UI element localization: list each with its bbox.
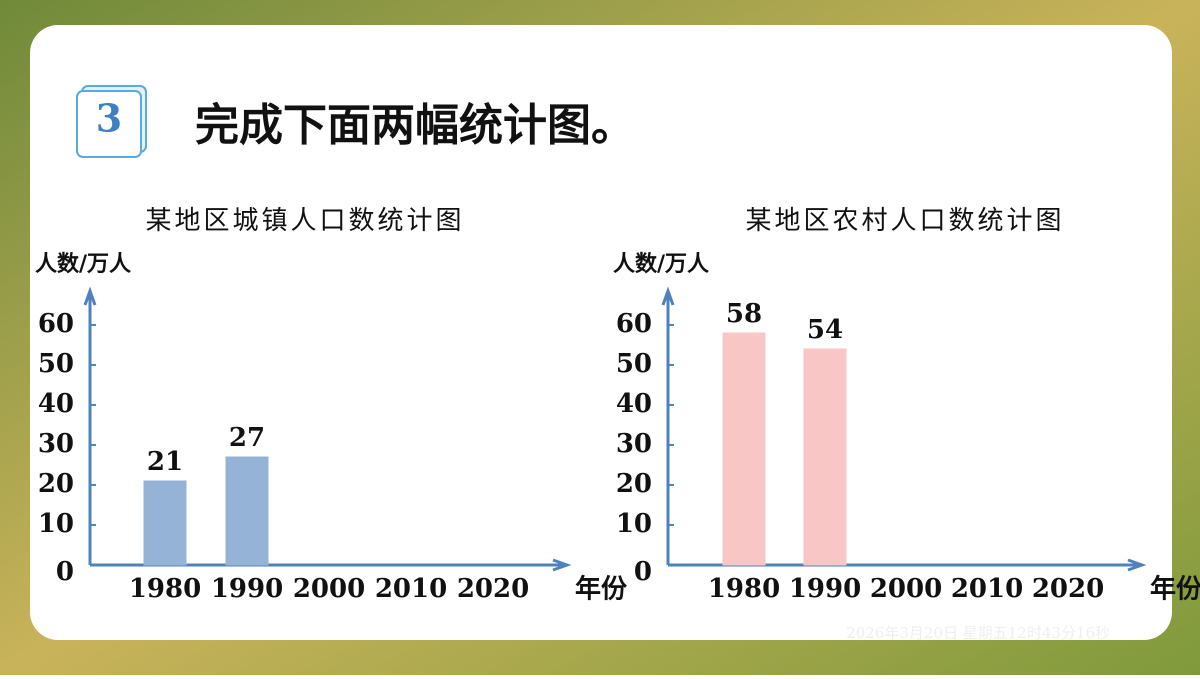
x-tick-label: 2000	[293, 574, 365, 604]
y-tick-label: 10	[38, 509, 74, 539]
data-label: 58	[726, 299, 762, 329]
y-tick-label: 50	[38, 349, 74, 379]
chart-title: 某地区城镇人口数统计图	[145, 206, 464, 236]
y-tick-label: 60	[616, 309, 652, 339]
x-tick-label: 2020	[1032, 574, 1104, 604]
badge-number: 3	[96, 96, 122, 141]
y-tick-label: 60	[38, 309, 74, 339]
x-axis-arrow	[1127, 558, 1147, 572]
y-tick-label: 40	[616, 389, 652, 419]
x-tick-label: 1980	[708, 574, 780, 604]
chart-title: 某地区农村人口数统计图	[745, 206, 1064, 236]
y-tick-label: 20	[38, 469, 74, 499]
y-axis-label: 人数/万人	[613, 251, 709, 277]
x-tick-label: 2020	[457, 574, 529, 604]
badge	[76, 90, 142, 158]
y-tick-label: 20	[616, 469, 652, 499]
y-tick-label: 30	[616, 429, 652, 459]
y-tick-label: 30	[38, 429, 74, 459]
bar	[143, 480, 187, 566]
x-tick-label: 2000	[870, 574, 942, 604]
bar	[722, 332, 766, 566]
timestamp: 2026年3月20日 星期五12时43分16秒	[846, 624, 1110, 642]
bar	[803, 348, 847, 566]
y-tick-label: 40	[38, 389, 74, 419]
x-axis-label: 年份	[1150, 574, 1200, 605]
page-title: 完成下面两幅统计图。	[195, 100, 635, 151]
x-axis-label: 年份	[575, 574, 627, 605]
x-tick-label: 2010	[951, 574, 1023, 604]
y-axis-arrow	[83, 286, 97, 306]
x-tick-label: 2010	[375, 574, 447, 604]
data-label: 21	[147, 447, 183, 477]
panel	[30, 25, 1172, 640]
y-tick-label: 10	[616, 509, 652, 539]
y-axis-arrow	[661, 286, 675, 306]
data-label: 54	[807, 315, 843, 345]
bar	[225, 456, 269, 566]
x-tick-label: 1980	[129, 574, 201, 604]
data-label: 27	[229, 423, 265, 453]
x-tick-label: 1990	[789, 574, 861, 604]
y-tick-label: 0	[56, 557, 74, 587]
y-tick-label: 0	[634, 557, 652, 587]
y-axis-label: 人数/万人	[35, 251, 131, 277]
x-tick-label: 1990	[211, 574, 283, 604]
x-axis-arrow	[552, 558, 572, 572]
y-tick-label: 50	[616, 349, 652, 379]
